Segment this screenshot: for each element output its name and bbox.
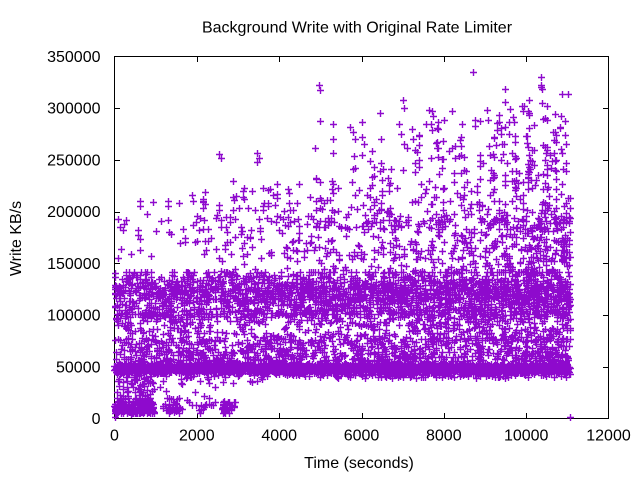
svg-text:150000: 150000 xyxy=(47,256,100,273)
svg-text:2000: 2000 xyxy=(179,428,215,445)
svg-text:10000: 10000 xyxy=(504,428,549,445)
svg-text:8000: 8000 xyxy=(426,428,462,445)
svg-text:Time (seconds): Time (seconds) xyxy=(304,455,414,472)
svg-text:50000: 50000 xyxy=(56,359,101,376)
svg-text:300000: 300000 xyxy=(47,101,100,118)
svg-text:12000: 12000 xyxy=(586,428,631,445)
svg-text:100000: 100000 xyxy=(47,308,100,325)
svg-text:6000: 6000 xyxy=(344,428,380,445)
svg-text:250000: 250000 xyxy=(47,152,100,169)
svg-text:4000: 4000 xyxy=(261,428,297,445)
svg-text:0: 0 xyxy=(110,428,119,445)
svg-text:350000: 350000 xyxy=(47,49,100,66)
svg-text:Write KB/s: Write KB/s xyxy=(8,201,25,276)
svg-text:Background Write with Original: Background Write with Original Rate Limi… xyxy=(202,19,513,36)
svg-text:200000: 200000 xyxy=(47,204,100,221)
svg-text:0: 0 xyxy=(92,411,101,428)
